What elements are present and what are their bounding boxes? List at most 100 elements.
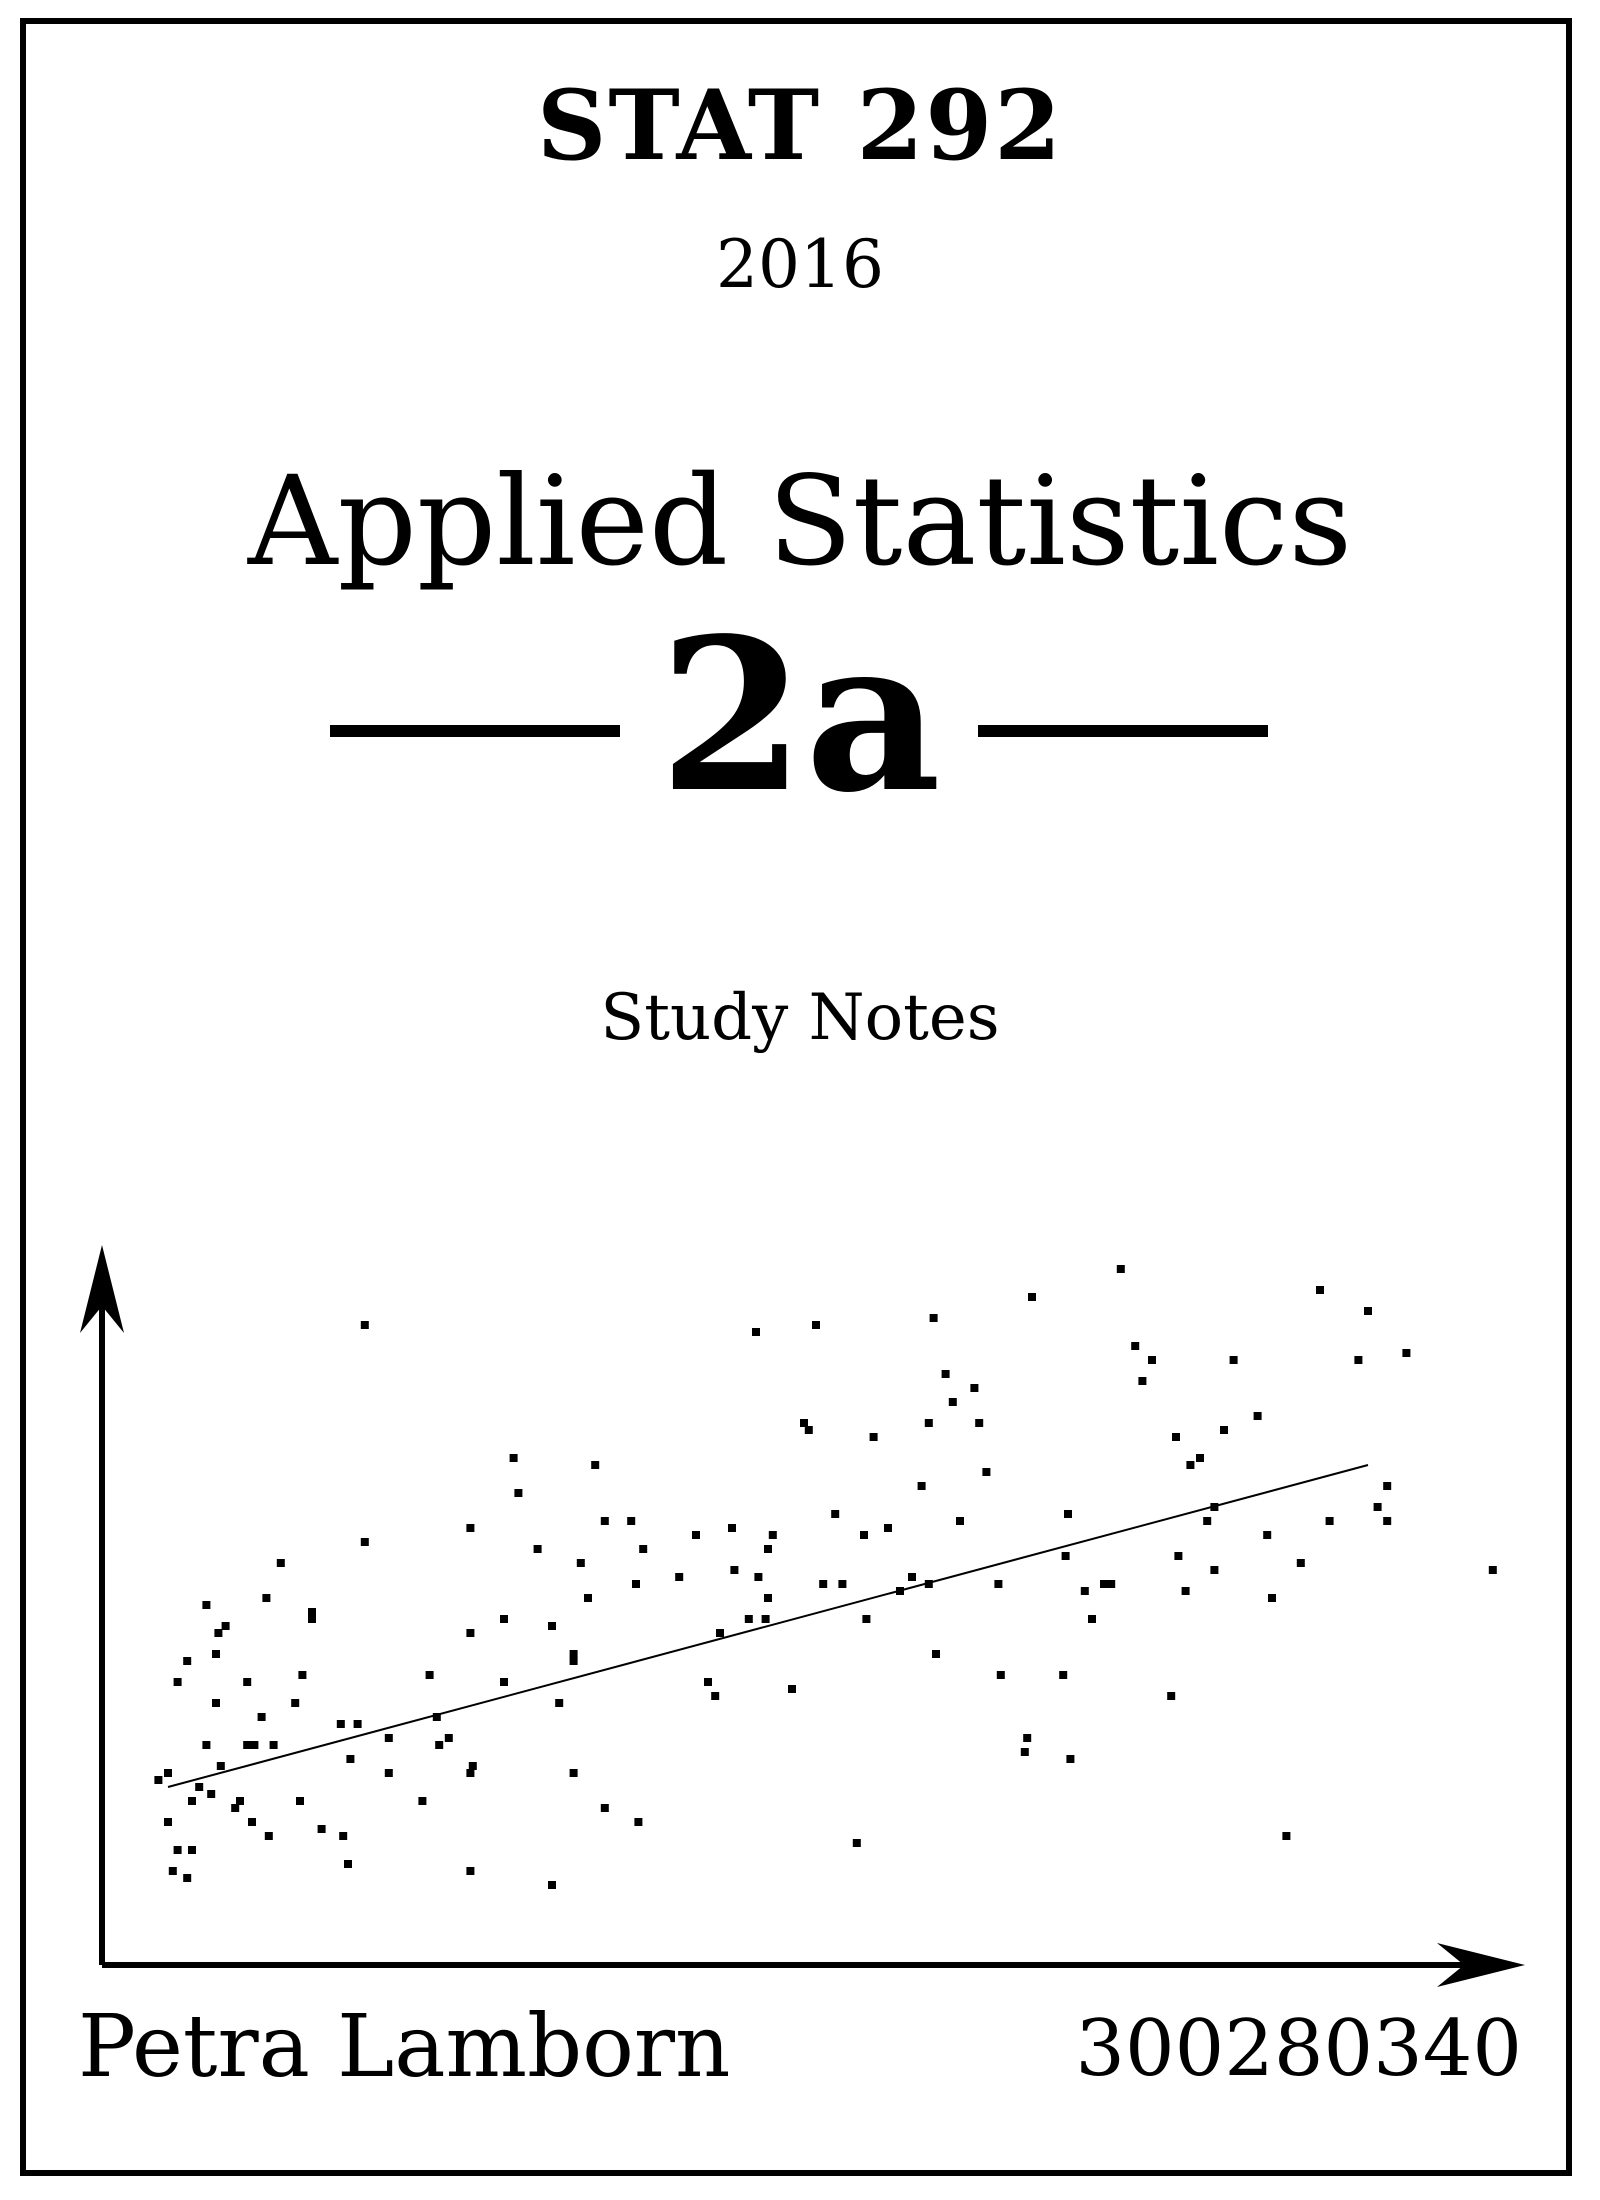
x-axis-arrowhead	[1437, 1943, 1525, 1987]
data-point	[1138, 1377, 1147, 1385]
data-point	[1354, 1356, 1363, 1364]
data-point	[1383, 1482, 1392, 1490]
data-point	[975, 1419, 984, 1427]
data-point	[970, 1384, 979, 1392]
data-point	[569, 1657, 578, 1665]
data-point	[982, 1468, 991, 1476]
data-point	[634, 1818, 643, 1826]
data-point	[764, 1545, 772, 1553]
data-point	[924, 1419, 933, 1427]
data-point	[1131, 1342, 1140, 1350]
data-point	[1253, 1412, 1262, 1420]
data-point	[384, 1734, 393, 1742]
data-point	[1325, 1517, 1334, 1525]
data-point	[250, 1741, 259, 1749]
data-point	[183, 1874, 192, 1882]
data-point	[1220, 1426, 1228, 1434]
data-point	[1088, 1615, 1096, 1623]
data-point	[884, 1524, 892, 1532]
data-point	[216, 1762, 225, 1770]
data-point	[1203, 1517, 1212, 1525]
data-point	[860, 1531, 868, 1539]
data-point	[432, 1713, 441, 1721]
data-point	[188, 1846, 196, 1854]
data-point	[754, 1573, 763, 1581]
data-point	[308, 1608, 316, 1616]
data-point	[308, 1615, 316, 1623]
data-point	[591, 1461, 600, 1469]
data-point	[711, 1692, 720, 1700]
data-point	[298, 1671, 307, 1679]
document-title: Applied Statistics	[247, 450, 1353, 594]
data-point	[164, 1769, 172, 1777]
data-point	[248, 1818, 256, 1826]
data-point	[804, 1426, 813, 1434]
data-point	[339, 1832, 348, 1840]
data-point	[1488, 1566, 1497, 1574]
data-point	[444, 1734, 453, 1742]
y-axis-arrowhead	[80, 1245, 124, 1333]
data-point	[269, 1741, 278, 1749]
data-point	[221, 1622, 230, 1630]
data-point	[466, 1769, 475, 1777]
data-point	[768, 1531, 777, 1539]
data-point	[173, 1846, 182, 1854]
data-point	[1196, 1454, 1204, 1462]
data-point	[1023, 1734, 1032, 1742]
data-point	[924, 1580, 933, 1588]
data-point	[1383, 1517, 1392, 1525]
data-point	[164, 1818, 172, 1826]
plot-points	[154, 1265, 1497, 1889]
data-point	[752, 1328, 760, 1336]
data-point	[675, 1573, 684, 1581]
data-point	[555, 1699, 564, 1707]
data-point	[202, 1601, 211, 1609]
data-point	[1172, 1433, 1180, 1441]
plot-trend-line	[167, 1464, 1369, 1788]
data-point	[569, 1650, 578, 1658]
data-point	[154, 1776, 163, 1784]
data-point	[761, 1615, 770, 1623]
data-point	[917, 1482, 926, 1490]
data-point	[862, 1615, 871, 1623]
data-point	[548, 1622, 556, 1630]
data-point	[948, 1398, 957, 1406]
data-point	[384, 1769, 393, 1777]
left-dash-rule	[330, 725, 620, 737]
data-point	[1061, 1552, 1070, 1560]
data-point	[1066, 1755, 1075, 1763]
data-point	[1186, 1461, 1195, 1469]
data-point	[627, 1517, 636, 1525]
data-point	[466, 1524, 475, 1532]
data-point	[264, 1832, 273, 1840]
data-point	[212, 1650, 220, 1658]
data-point	[533, 1545, 542, 1553]
data-point	[173, 1678, 182, 1686]
data-point	[819, 1580, 828, 1588]
data-point	[600, 1517, 609, 1525]
data-point	[728, 1524, 736, 1532]
data-point	[435, 1741, 444, 1749]
data-point	[1282, 1832, 1291, 1840]
data-point	[509, 1454, 518, 1462]
data-point	[1229, 1356, 1238, 1364]
cover-border	[20, 18, 1572, 2176]
volume-heading: 2a	[0, 600, 1600, 840]
course-code: STAT 292	[537, 69, 1063, 182]
data-point	[1181, 1587, 1190, 1595]
plot-axes	[80, 1245, 1525, 1987]
data-point	[1028, 1293, 1036, 1301]
data-point	[353, 1720, 362, 1728]
data-point	[1174, 1552, 1183, 1560]
data-point	[788, 1685, 796, 1693]
data-point	[744, 1615, 753, 1623]
data-point	[929, 1314, 938, 1322]
data-point	[214, 1629, 223, 1637]
data-point	[1263, 1531, 1272, 1539]
data-point	[276, 1559, 285, 1567]
data-point	[831, 1510, 840, 1518]
data-point	[692, 1531, 700, 1539]
course-year: 2016	[716, 226, 884, 303]
data-point	[956, 1517, 964, 1525]
